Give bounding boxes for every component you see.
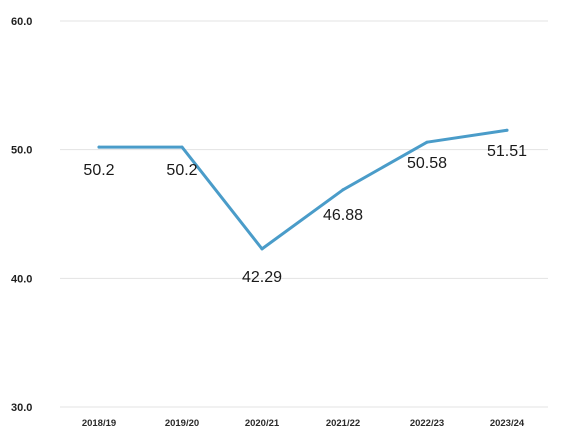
data-point bbox=[505, 128, 509, 132]
data-label: 51.51 bbox=[487, 143, 527, 160]
data-point bbox=[260, 247, 264, 251]
x-tick-label: 2018/19 bbox=[82, 418, 116, 429]
y-axis-ticks: 30.0 40.0 50.0 60.0 bbox=[11, 16, 32, 414]
grid-lines bbox=[60, 20, 548, 408]
data-point bbox=[341, 188, 345, 192]
data-point bbox=[97, 145, 101, 149]
x-axis-ticks: 2018/19 2019/20 2020/21 2021/22 2022/23 2023/… bbox=[82, 418, 525, 429]
data-point bbox=[425, 140, 429, 144]
data-label: 50.2 bbox=[166, 162, 197, 179]
data-label: 50.58 bbox=[407, 155, 447, 172]
x-tick-label: 2019/20 bbox=[165, 418, 199, 429]
y-tick-label: 50.0 bbox=[11, 145, 32, 157]
y-tick-label: 40.0 bbox=[11, 273, 32, 285]
data-label: 42.29 bbox=[242, 269, 282, 286]
x-tick-label: 2023/24 bbox=[490, 418, 525, 429]
x-tick-label: 2021/22 bbox=[326, 418, 360, 429]
x-tick-label: 2022/23 bbox=[410, 418, 444, 429]
data-point bbox=[180, 145, 184, 149]
series-line bbox=[97, 128, 509, 251]
series bbox=[97, 128, 509, 251]
data-label: 50.2 bbox=[83, 162, 114, 179]
x-tick-label: 2020/21 bbox=[245, 418, 280, 429]
y-tick-label: 60.0 bbox=[11, 16, 32, 28]
y-tick-label: 30.0 bbox=[11, 402, 32, 414]
data-labels: 50.2 50.2 42.29 46.88 50.58 51.51 bbox=[83, 143, 527, 286]
data-label: 46.88 bbox=[323, 207, 363, 224]
